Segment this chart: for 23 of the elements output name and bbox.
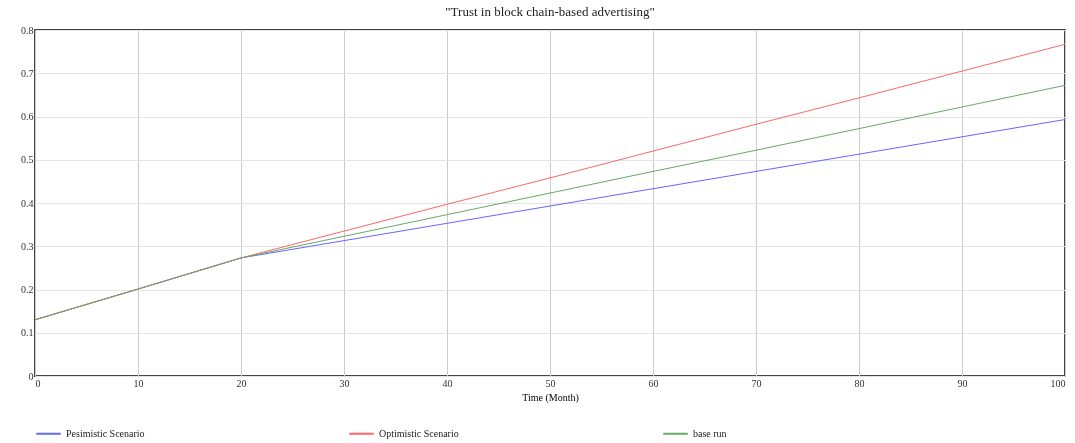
y-tick-label: 0.8 xyxy=(21,24,34,36)
x-tick-label: 80 xyxy=(854,377,865,389)
legend-label: Pesimistic Scenario xyxy=(66,427,145,439)
x-axis-title: Time (Month) xyxy=(522,391,579,404)
legend-label: Optimistic Scenario xyxy=(379,427,459,439)
x-tick-label: 60 xyxy=(648,377,659,389)
x-tick-label: 30 xyxy=(339,377,350,389)
x-tick-label: 70 xyxy=(751,377,762,389)
x-tick-label: 10 xyxy=(133,377,144,389)
y-tick-label: 0.4 xyxy=(21,197,34,209)
y-tick-label: 0.3 xyxy=(21,240,34,252)
legend-label: base run xyxy=(693,427,727,439)
x-tick-label: 90 xyxy=(957,377,968,389)
chart-title: "Trust in block chain-based advertising" xyxy=(445,4,655,19)
x-tick-label: 20 xyxy=(236,377,247,389)
x-tick-label: 100 xyxy=(1050,377,1066,389)
x-tick-label: 40 xyxy=(442,377,453,389)
x-tick-label: 50 xyxy=(545,377,556,389)
y-tick-label: 0.6 xyxy=(21,111,34,122)
y-tick-label: 0.7 xyxy=(21,67,34,79)
y-tick-label: 0.2 xyxy=(21,284,34,295)
y-tick-label: 0.1 xyxy=(21,327,34,339)
y-tick-label: 0.5 xyxy=(21,154,34,166)
